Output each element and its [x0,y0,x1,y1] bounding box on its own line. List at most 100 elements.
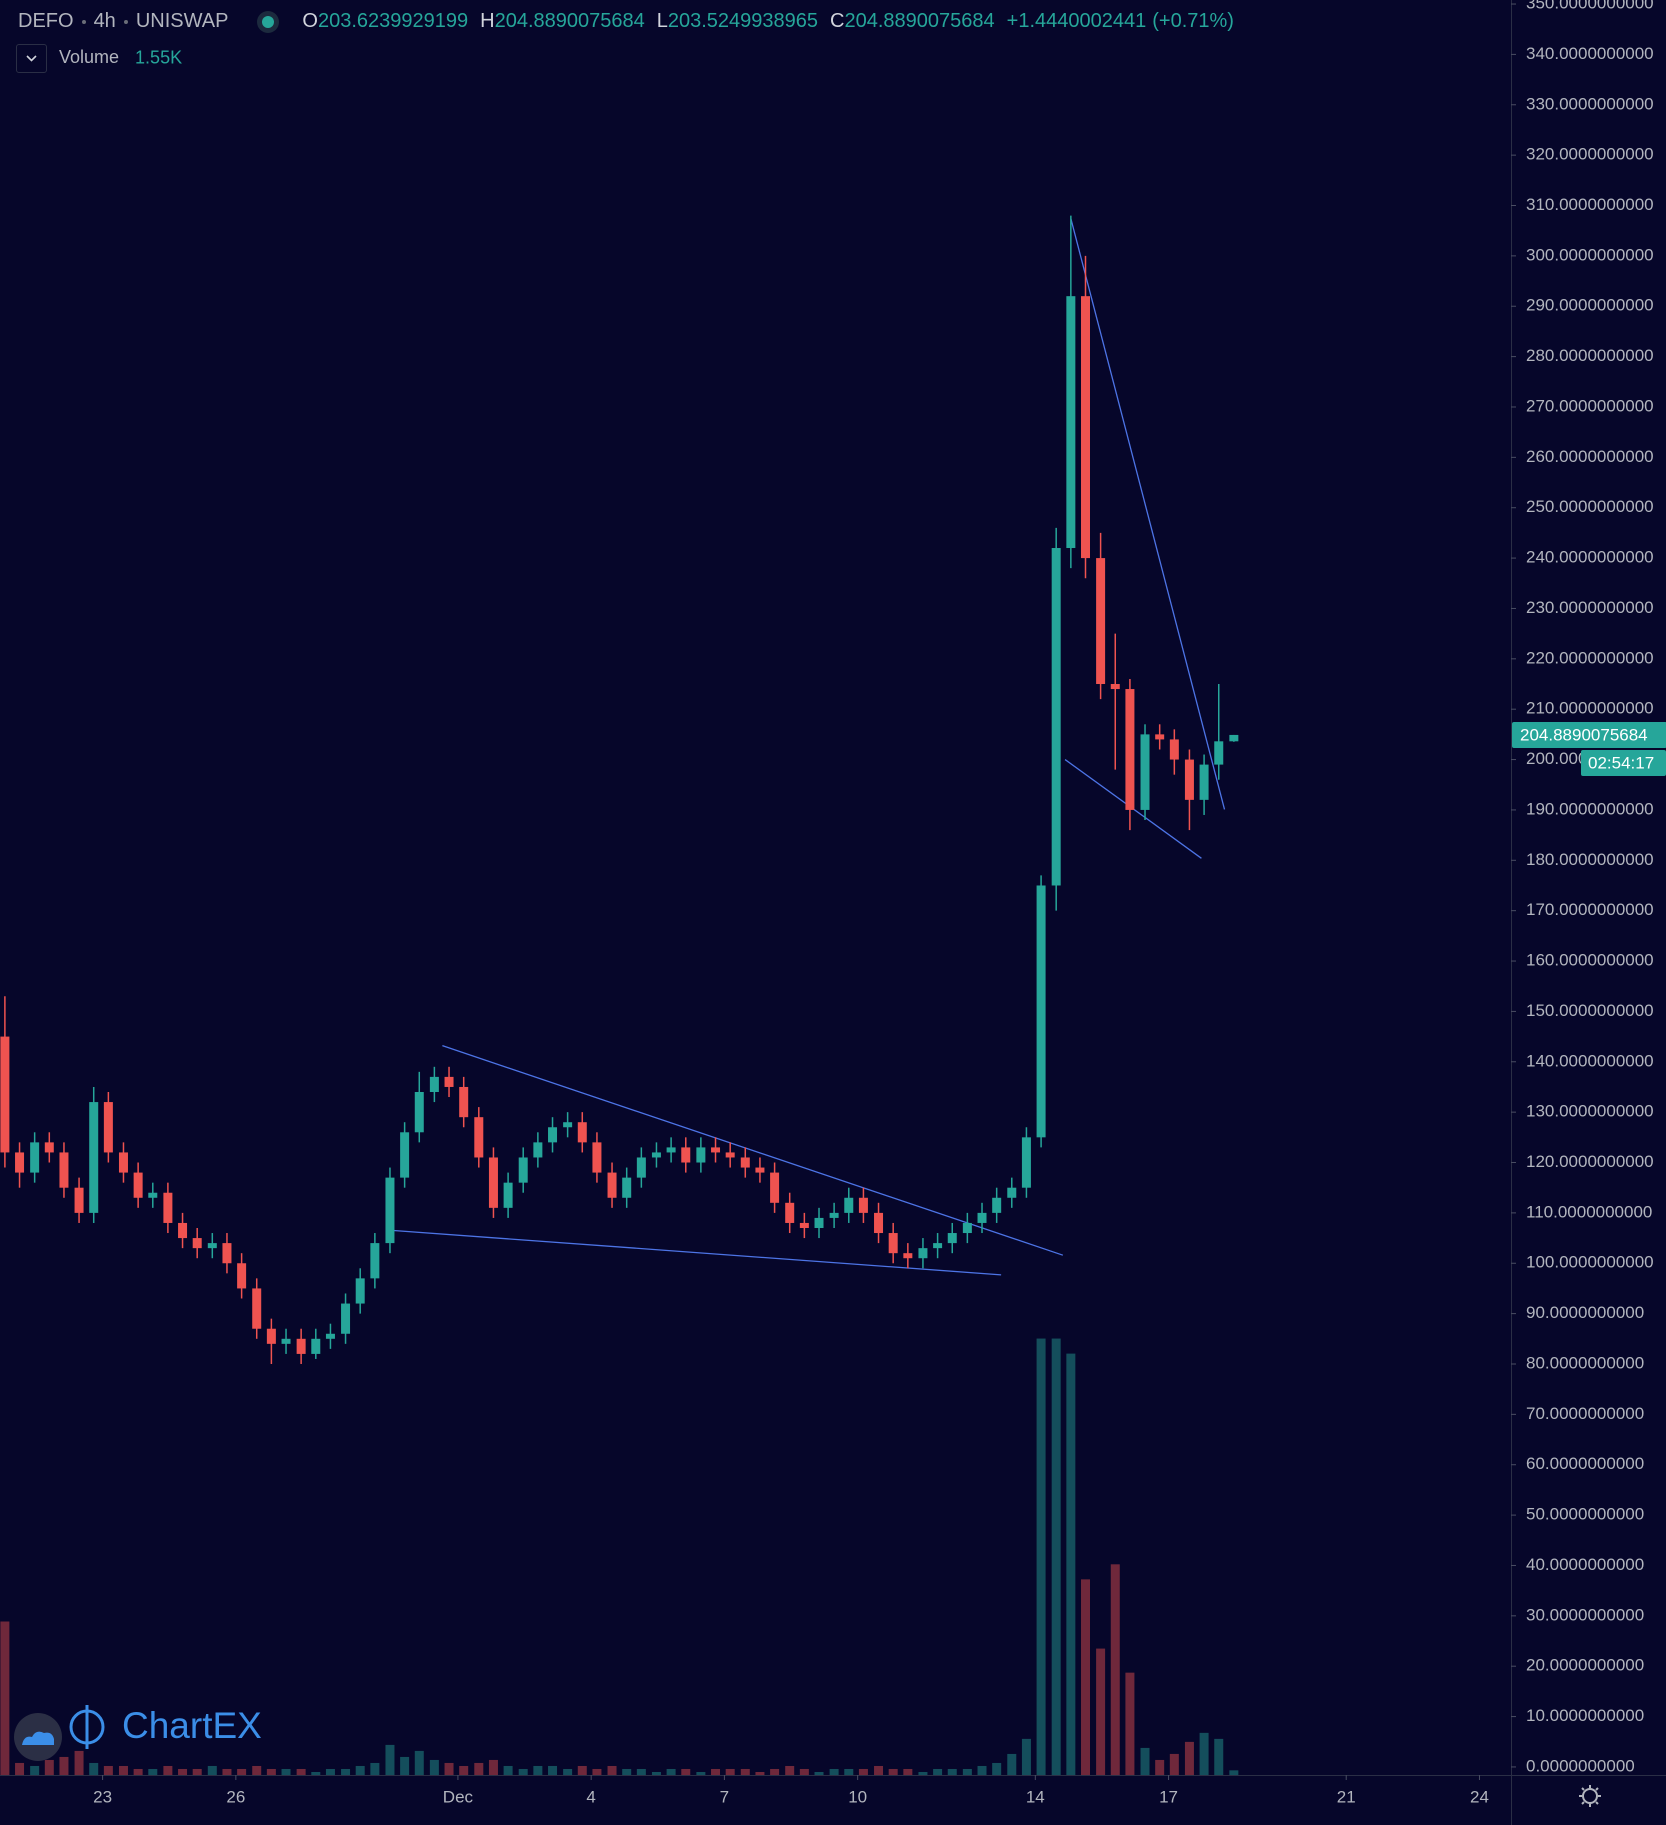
open-value: 203.6239929199 [317,10,469,32]
volume-bar [148,1768,158,1775]
candle-body [1110,684,1120,690]
candle-body [459,1086,469,1118]
candle-body [0,1036,10,1153]
candle-body [844,1197,854,1213]
volume-bar [325,1768,335,1775]
y-tick-label: 280.0000000000 [1526,346,1654,365]
volume-bar [725,1768,735,1775]
candle-body [607,1172,617,1198]
gear-teeth[interactable] [1579,1785,1601,1807]
candle-body [252,1288,262,1329]
volume-bar [222,1768,232,1775]
volume-bar [770,1768,780,1775]
gear[interactable] [1582,1788,1598,1804]
volume-bar [799,1768,809,1775]
volume-bar [385,1744,395,1775]
volume-bar [1199,1732,1209,1775]
candle-body [503,1182,513,1208]
x-tick-label: 24 [1470,1787,1489,1806]
symbol[interactable]: DEFO [18,10,74,32]
trend-line [442,1045,1064,1256]
candle-body [296,1338,306,1354]
volume-bar [844,1768,854,1775]
volume-bar [1081,1579,1091,1775]
candle-body [44,1142,54,1153]
candle-body [222,1243,232,1264]
candle-body [15,1152,25,1173]
candle-body [563,1122,573,1128]
volume-bar [962,1768,972,1775]
settings-icon[interactable] [1579,1785,1601,1807]
watermark: ChartEX [14,1705,262,1761]
volume-bar [89,1762,99,1775]
interval[interactable]: 4h [93,10,116,32]
candle-body [429,1076,439,1092]
volume-bar [266,1768,276,1775]
volume-bar [400,1756,410,1775]
y-tick-label: 0.0000000000 [1526,1756,1635,1775]
volume-bar [1110,1564,1120,1775]
candle-body [148,1192,158,1198]
volume-bar [207,1765,217,1775]
y-tick-label: 120.0000000000 [1526,1152,1654,1171]
y-tick-label: 320.0000000000 [1526,145,1654,164]
volume-bar [414,1750,424,1775]
close-value: 204.8890075684 [844,10,995,32]
volume-bar [918,1771,928,1775]
candle-body [933,1243,943,1249]
volume-bar [296,1768,306,1775]
candle-body [740,1157,750,1168]
symbol-header: DEFO 4h UNISWAP O203.6239929199 H204.8890075… [18,10,1246,33]
volume-bar [237,1768,247,1775]
volume-bar [281,1768,291,1775]
candle-body [903,1253,913,1259]
y-tick-label: 50.0000000000 [1526,1505,1644,1524]
volume-bar [1140,1747,1150,1775]
close-label: C [830,10,845,32]
chevron[interactable] [17,45,46,72]
volume-bar [651,1771,661,1775]
volume-bar [503,1765,513,1775]
chevron-path[interactable] [26,55,37,62]
low-value: 203.5249938965 [667,10,819,32]
volume-bar [1021,1738,1031,1775]
candle-body [814,1217,824,1228]
volume-bar [740,1768,750,1775]
y-tick-label: 240.0000000000 [1526,548,1654,567]
y-tick-label: 230.0000000000 [1526,598,1654,617]
volume-bar [607,1765,617,1775]
trend-line [1070,218,1226,810]
y-tick-label: 60.0000000000 [1526,1454,1644,1473]
volume-bar [814,1771,824,1775]
candle-body [770,1172,780,1203]
y-tick-label: 130.0000000000 [1526,1102,1654,1121]
volume-bar [163,1765,173,1775]
volume-value: 1.55K [135,47,183,68]
volume-bar [947,1768,957,1775]
volume-bar [0,1621,10,1775]
candle-body [755,1167,765,1173]
change-percent: (+0.71%) [1152,10,1234,32]
candle-body [888,1233,898,1254]
candle-body [962,1222,972,1234]
candle-body [192,1238,202,1249]
collapse-button[interactable] [16,44,47,73]
volume-bar [1051,1338,1061,1775]
y-tick-label: 110.0000000000 [1526,1202,1652,1221]
volume-bar [192,1768,202,1775]
candle-body [89,1102,99,1213]
candle-body [829,1212,839,1218]
x-tick-label: 10 [848,1787,867,1806]
candle-body [533,1142,543,1158]
volume-bar [103,1765,113,1775]
volume-bar [636,1768,646,1775]
candle-body [74,1187,84,1213]
volume-bar [488,1759,498,1775]
watermark-text: ChartEX [122,1705,262,1746]
candle-body [636,1157,646,1178]
candle-body [518,1157,528,1183]
volume-bar [992,1762,1002,1775]
candle-body [311,1338,321,1354]
market-status [262,15,275,28]
